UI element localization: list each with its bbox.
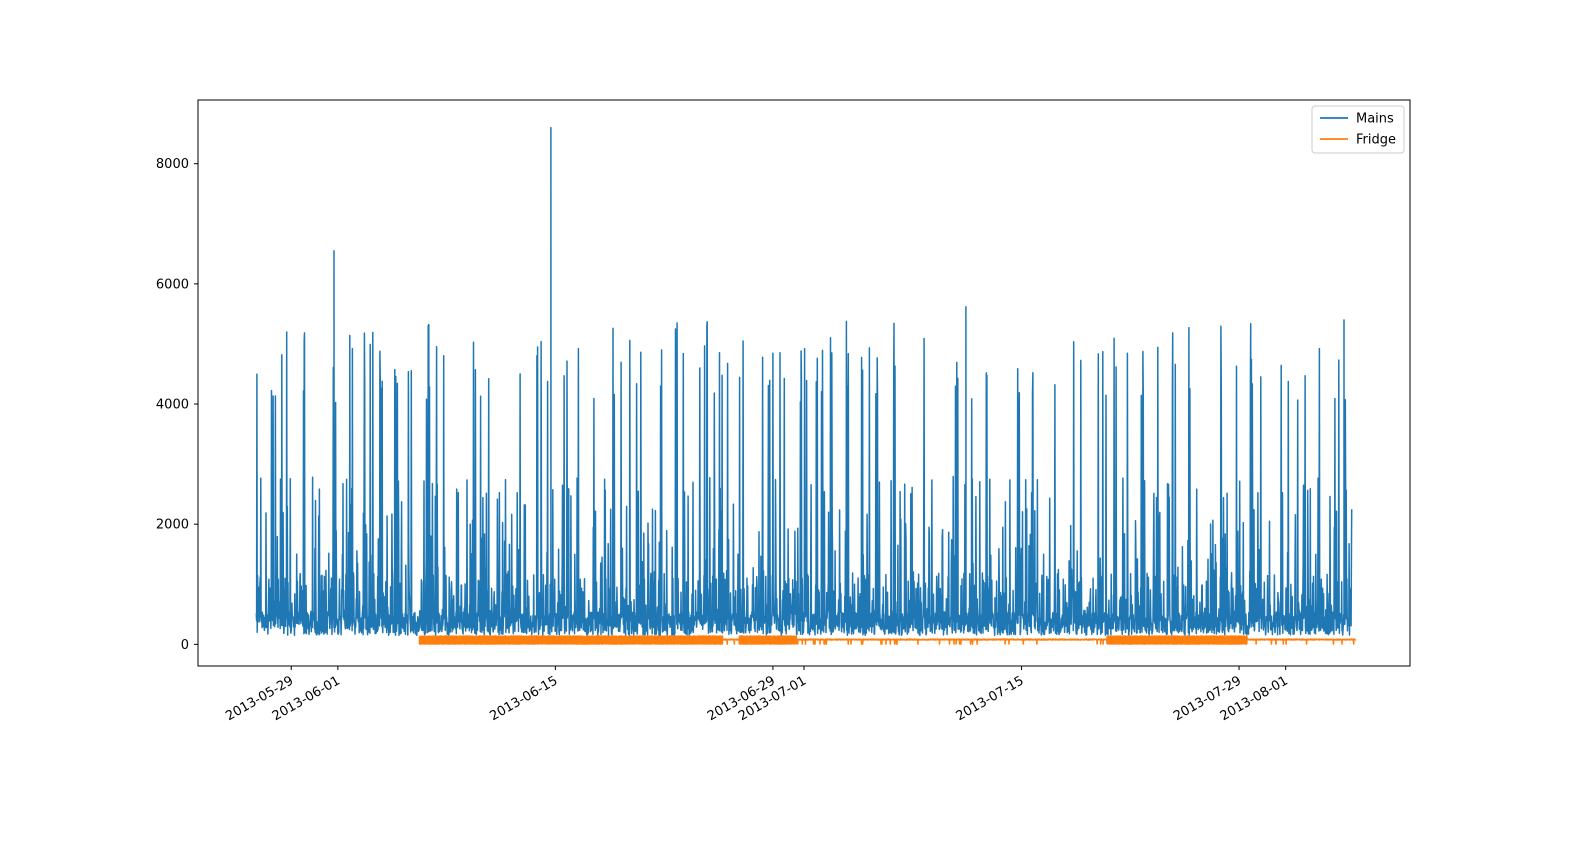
- y-tick-label: 4000: [156, 398, 189, 413]
- legend: Mains Fridge: [1311, 105, 1405, 154]
- y-tick-label: 6000: [156, 277, 189, 292]
- series-layer: [255, 126, 1357, 645]
- legend-label-fridge: Fridge: [1356, 133, 1396, 148]
- series-line-mains: [255, 126, 1353, 637]
- y-tick-label: 0: [181, 638, 189, 653]
- series-line-fridge: [418, 635, 1357, 645]
- y-tick-label: 2000: [156, 518, 189, 533]
- y-tick-label: 8000: [156, 157, 189, 172]
- legend-label-mains: Mains: [1356, 112, 1394, 127]
